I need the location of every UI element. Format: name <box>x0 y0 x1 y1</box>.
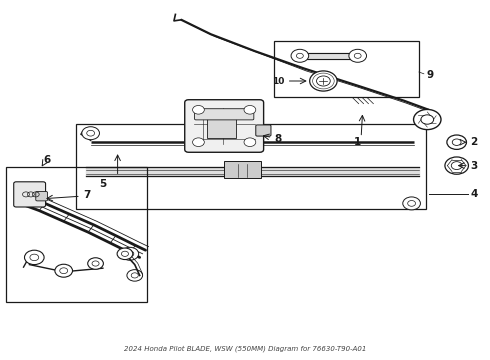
Circle shape <box>88 258 103 269</box>
Circle shape <box>55 264 73 277</box>
FancyBboxPatch shape <box>195 109 254 120</box>
Text: 10: 10 <box>272 77 284 85</box>
Circle shape <box>193 105 204 114</box>
FancyBboxPatch shape <box>14 182 46 207</box>
Circle shape <box>127 270 143 281</box>
Text: 8: 8 <box>274 134 282 144</box>
Circle shape <box>445 157 468 174</box>
Circle shape <box>349 49 367 62</box>
Circle shape <box>403 197 420 210</box>
FancyBboxPatch shape <box>256 125 271 136</box>
Text: 7: 7 <box>83 190 91 200</box>
FancyBboxPatch shape <box>36 192 48 201</box>
Circle shape <box>82 127 99 140</box>
Text: 4: 4 <box>470 189 478 199</box>
Text: 2: 2 <box>470 137 478 147</box>
Circle shape <box>310 71 337 91</box>
Text: 9: 9 <box>426 69 434 80</box>
Circle shape <box>291 49 309 62</box>
FancyBboxPatch shape <box>207 116 236 138</box>
Text: 6: 6 <box>43 155 50 165</box>
Circle shape <box>24 250 44 265</box>
Text: 5: 5 <box>99 179 106 189</box>
Circle shape <box>117 248 133 260</box>
Text: 3: 3 <box>470 161 478 171</box>
FancyBboxPatch shape <box>224 161 261 178</box>
Circle shape <box>244 105 256 114</box>
Circle shape <box>414 109 441 130</box>
Circle shape <box>447 135 466 149</box>
Text: 1: 1 <box>354 137 361 147</box>
Text: 2024 Honda Pilot BLADE, WSW (550MM) Diagram for 76630-T90-A01: 2024 Honda Pilot BLADE, WSW (550MM) Diag… <box>124 346 366 352</box>
Circle shape <box>244 138 256 147</box>
Circle shape <box>121 247 139 260</box>
FancyBboxPatch shape <box>185 100 264 152</box>
Circle shape <box>193 138 204 147</box>
